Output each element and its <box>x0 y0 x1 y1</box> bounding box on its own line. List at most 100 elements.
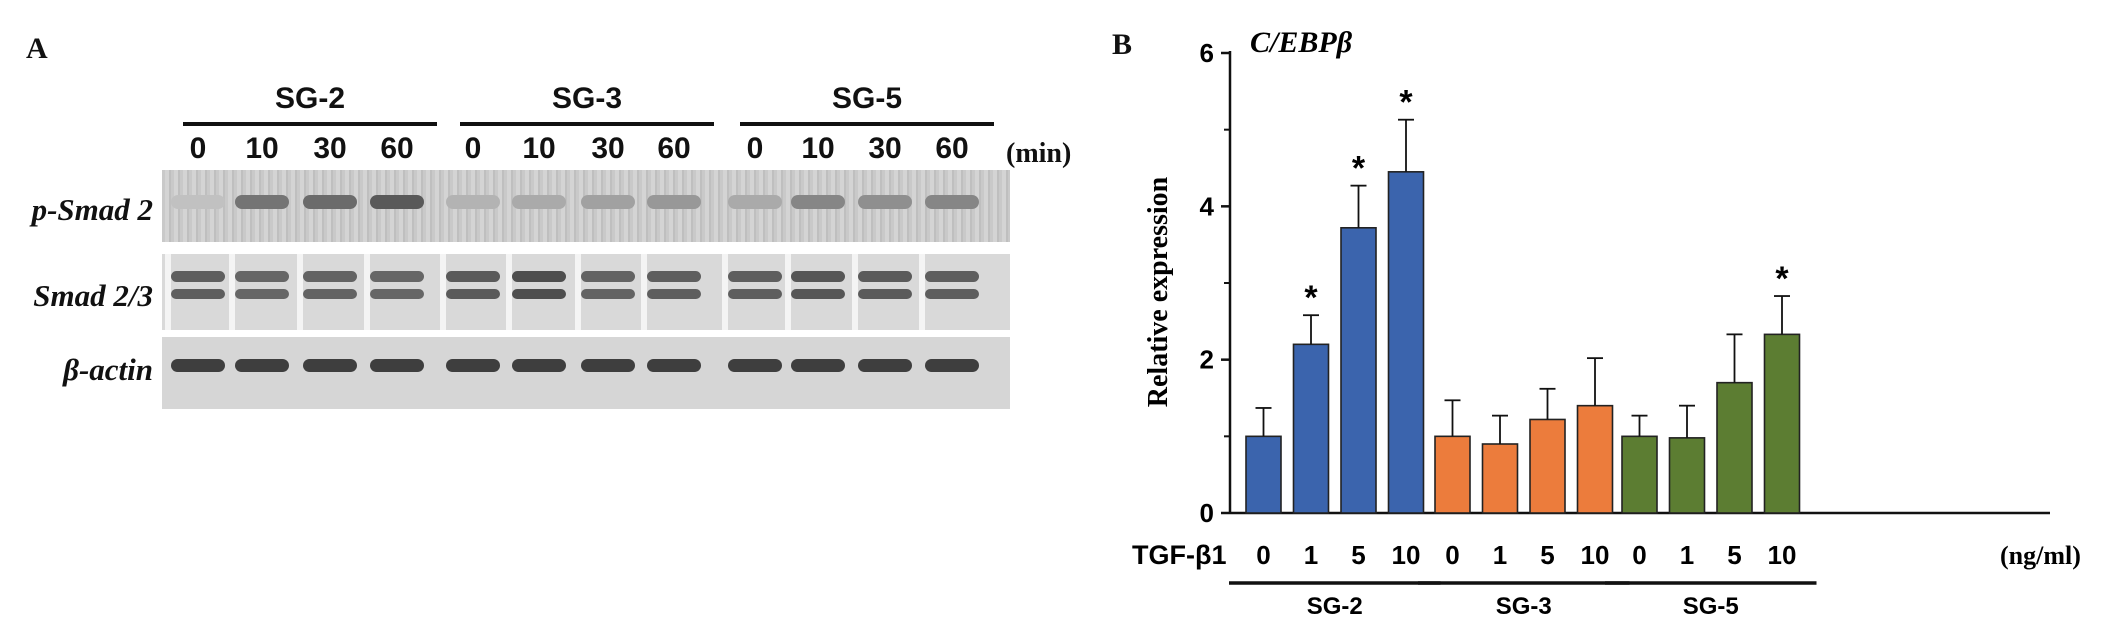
x-category-label: 1 <box>1304 540 1318 570</box>
x-category-label: 0 <box>1632 540 1646 570</box>
significance-marker: * <box>1352 150 1366 188</box>
x-category-label: 5 <box>1727 540 1741 570</box>
bar <box>1387 171 1425 514</box>
significance-marker: * <box>1399 84 1413 122</box>
blot-time-label: 10 <box>522 132 556 165</box>
significance-marker: * <box>1304 279 1318 317</box>
blot-band <box>923 337 981 409</box>
bar <box>1668 437 1706 514</box>
significance-marker: * <box>1775 260 1789 298</box>
bar <box>1340 227 1377 514</box>
blot-time-label: 0 <box>746 132 764 165</box>
bar <box>1576 404 1614 514</box>
blot-band <box>233 170 291 242</box>
group-label: SG-5 <box>1683 593 1739 620</box>
bar <box>1716 381 1753 514</box>
blot-band <box>856 337 914 409</box>
blot-band <box>726 337 784 409</box>
blot-time-label: 30 <box>591 132 625 165</box>
blot-band <box>233 337 291 409</box>
group-label: SG-3 <box>1496 593 1552 620</box>
blot-time-label: 0 <box>464 132 482 165</box>
bar <box>1621 435 1658 514</box>
blot-band <box>169 170 227 242</box>
blot-band <box>789 170 847 242</box>
bar <box>1529 418 1566 514</box>
blot-group-label: SG-5 <box>831 82 903 115</box>
x-category-label: 10 <box>1581 540 1610 570</box>
blot-band <box>510 337 568 409</box>
blot-row-label: Smad 2/3 <box>33 278 153 313</box>
blot-band <box>510 170 568 242</box>
group-label: SG-2 <box>1307 593 1363 620</box>
bar <box>1292 343 1330 514</box>
blot-band <box>856 170 914 242</box>
blot-time-label: 60 <box>657 132 691 165</box>
blot-time-label: 10 <box>245 132 279 165</box>
bar <box>1434 435 1471 514</box>
x-category-label: 0 <box>1445 540 1459 570</box>
blot-band <box>645 170 703 242</box>
blot-band <box>579 337 637 409</box>
blot-row-label: β-actin <box>63 352 153 387</box>
x-category-label: 0 <box>1256 540 1270 570</box>
bar <box>1763 333 1801 514</box>
blot-band <box>301 337 359 409</box>
blot-group-line <box>183 122 437 126</box>
blot-band <box>297 254 359 330</box>
blot-band <box>165 254 227 330</box>
blot-band <box>229 254 291 330</box>
blot-time-label: 10 <box>801 132 835 165</box>
blot-time-unit: (min) <box>1006 138 1072 169</box>
blot-band <box>852 254 914 330</box>
blot-strip <box>162 170 1010 242</box>
bar <box>1481 443 1519 514</box>
blot-group-label: SG-3 <box>551 82 623 115</box>
blot-band <box>923 170 981 242</box>
blot-band <box>641 254 703 330</box>
blot-group-label: SG-2 <box>274 82 346 115</box>
y-tick-label: 6 <box>1200 38 1214 68</box>
blot-time-label: 30 <box>868 132 902 165</box>
blot-band <box>789 337 847 409</box>
blot-band <box>368 337 426 409</box>
blot-time-label: 0 <box>189 132 207 165</box>
blot-band <box>364 254 426 330</box>
blot-band <box>722 254 784 330</box>
chart-title: C/EBPβ <box>1250 26 1353 59</box>
bar <box>1245 435 1282 514</box>
x-axis-prefix-label: TGF-β1 <box>1132 540 1226 570</box>
x-category-label: 1 <box>1493 540 1507 570</box>
blot-group-line <box>740 122 994 126</box>
blot-group-line <box>460 122 714 126</box>
blot-band <box>579 170 637 242</box>
x-category-label: 1 <box>1680 540 1694 570</box>
x-axis-unit-label: (ng/ml) <box>2000 541 2081 570</box>
x-category-label: 10 <box>1392 540 1421 570</box>
blot-band <box>506 254 568 330</box>
y-tick-label: 2 <box>1200 345 1214 375</box>
blot-band <box>726 170 784 242</box>
y-tick-label: 4 <box>1200 191 1215 221</box>
y-axis-label: Relative expression <box>1143 176 1174 407</box>
blot-strip <box>162 254 1010 330</box>
blot-band <box>368 170 426 242</box>
blot-band <box>169 337 227 409</box>
blot-band <box>301 170 359 242</box>
blot-band <box>919 254 981 330</box>
blot-band <box>645 337 703 409</box>
panel-a-label: A <box>26 32 48 65</box>
x-category-label: 5 <box>1351 540 1365 570</box>
x-category-label: 5 <box>1540 540 1554 570</box>
blot-time-label: 30 <box>313 132 347 165</box>
x-category-label: 10 <box>1768 540 1797 570</box>
blot-strip <box>162 337 1010 409</box>
blot-time-label: 60 <box>935 132 969 165</box>
blot-band <box>785 254 847 330</box>
blot-band <box>444 337 502 409</box>
blot-band <box>575 254 637 330</box>
panel-b-label: B <box>1112 28 1133 61</box>
blot-band <box>440 254 502 330</box>
blot-row-label: p-Smad 2 <box>31 192 153 227</box>
